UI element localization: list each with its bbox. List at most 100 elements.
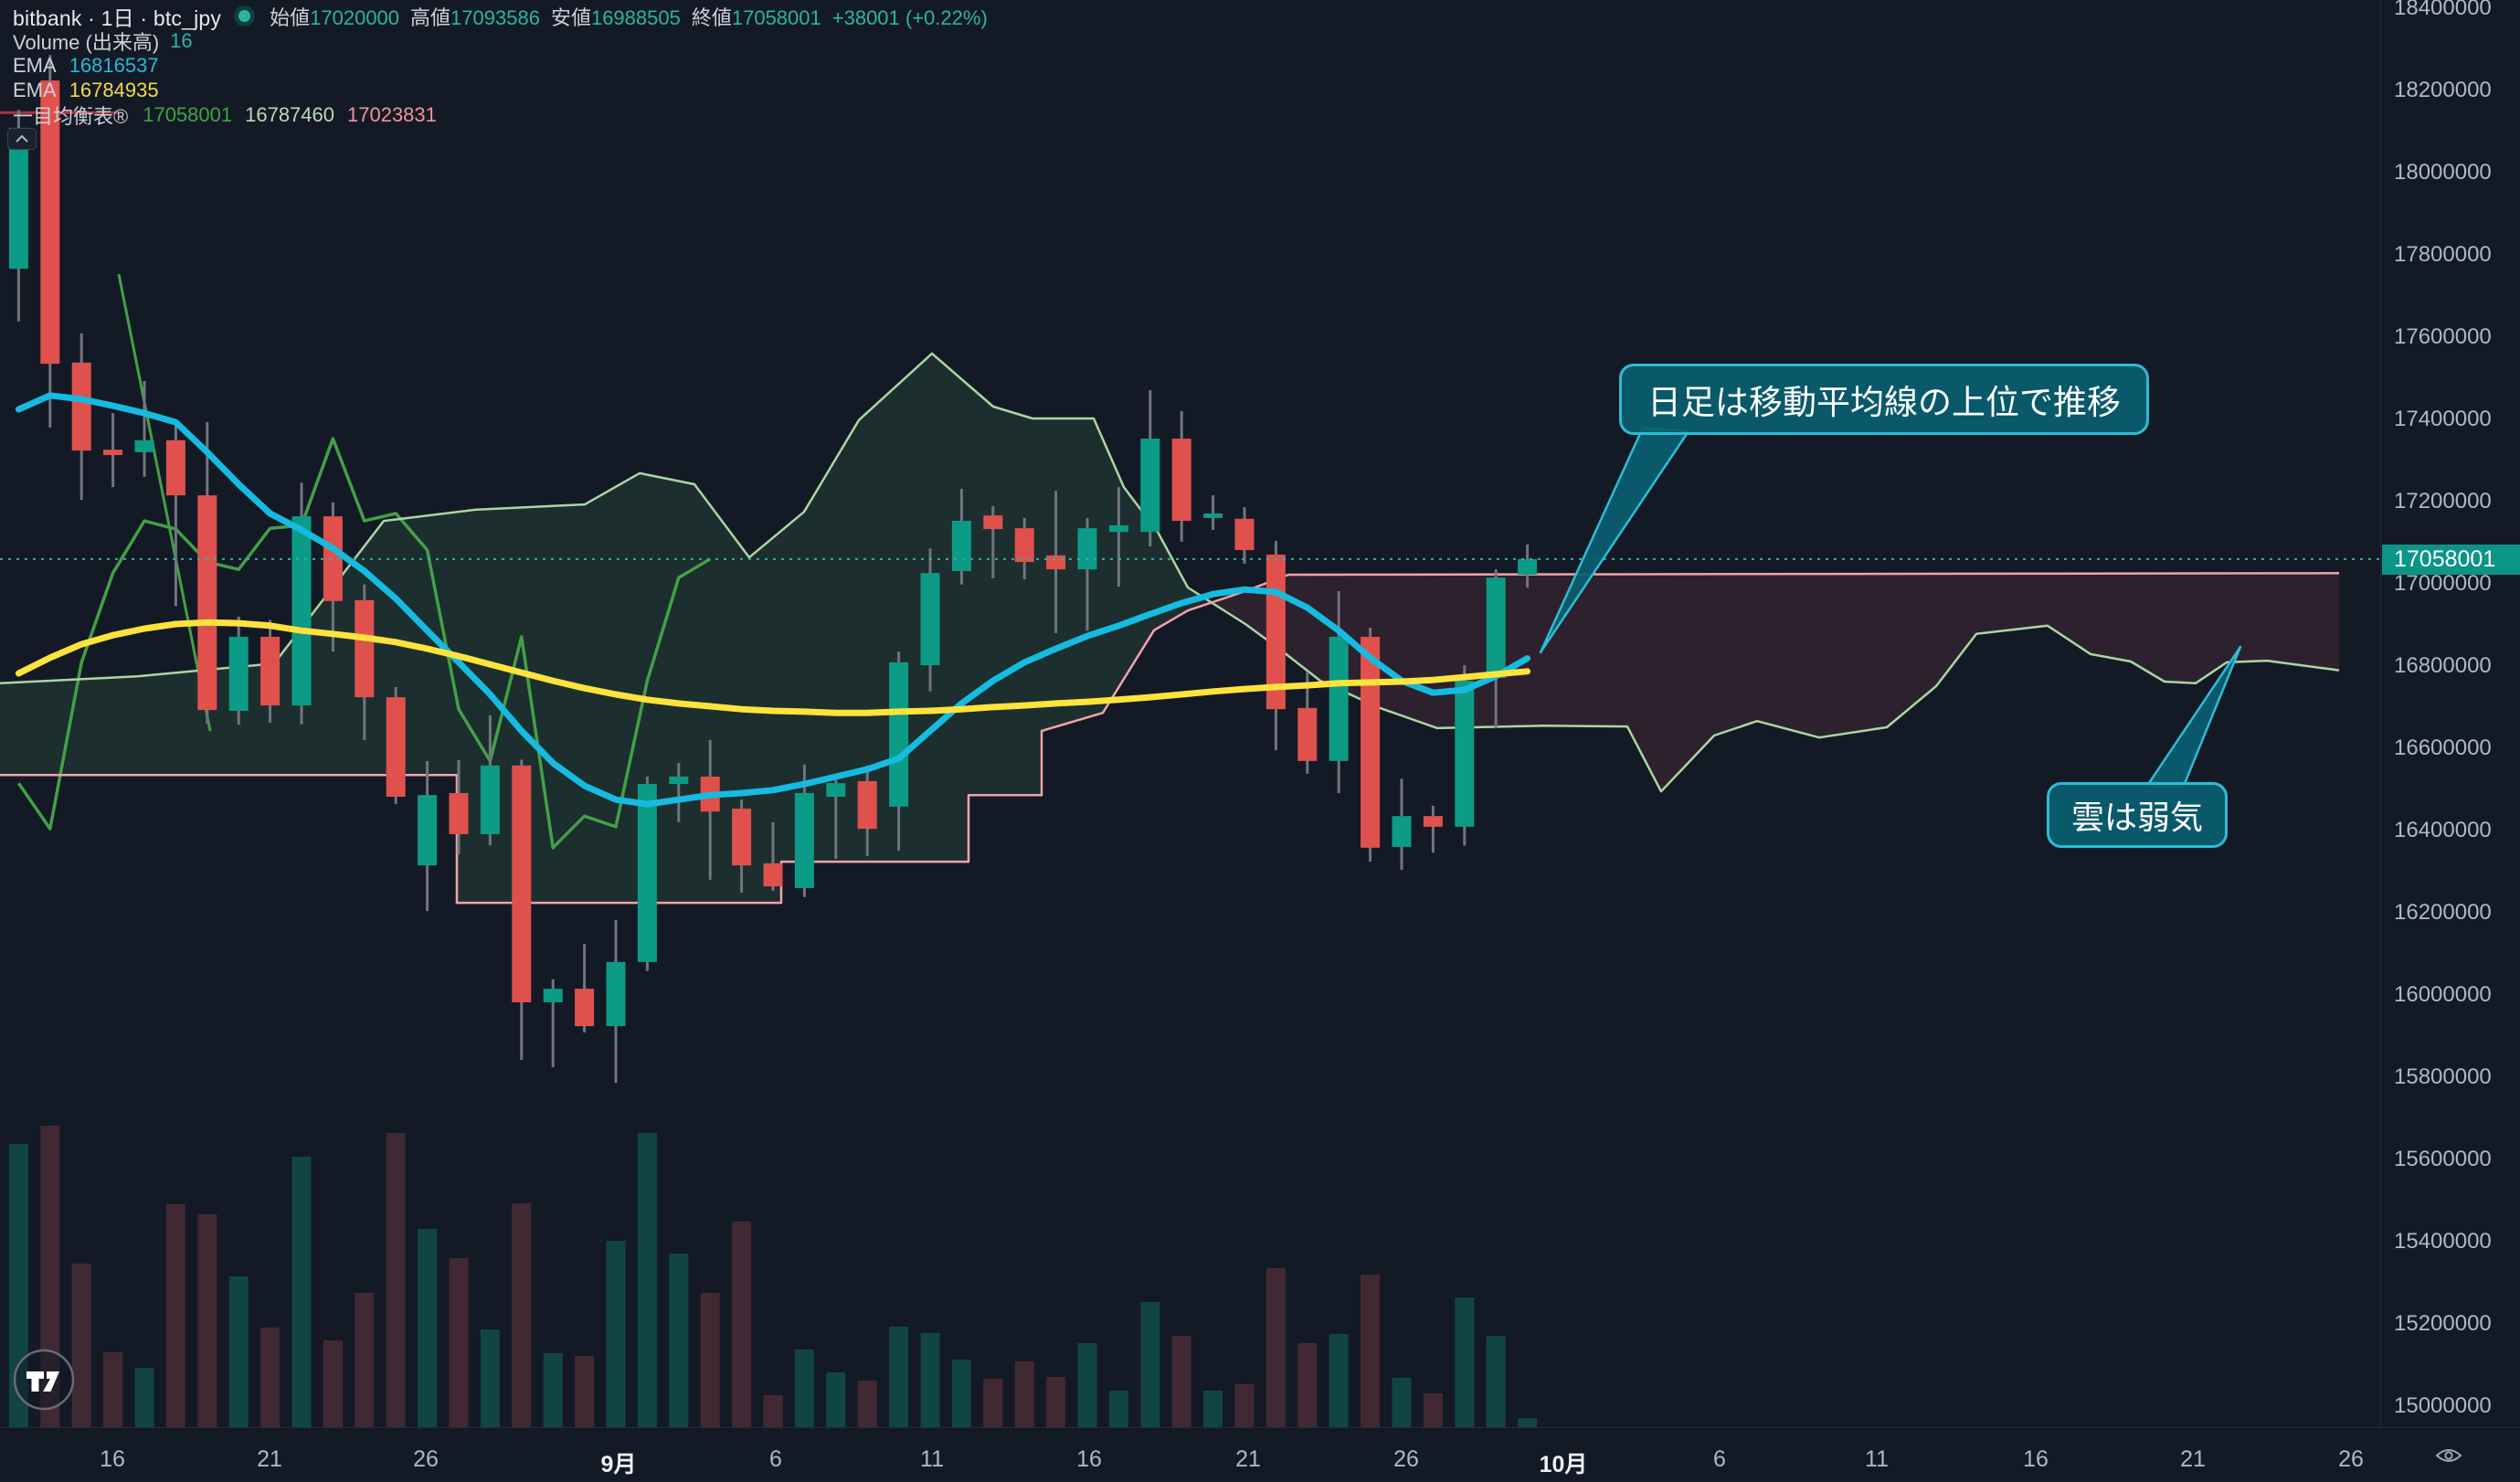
ohlc-values: 始値17020000 高値17093586 安値16988505 終値17058001… [270, 2, 988, 31]
ema-fast-value: 16816537 [69, 53, 159, 77]
time-axis-label: 16 [1076, 1446, 1102, 1472]
time-axis-label: 10月 [1539, 1452, 1588, 1477]
candle-body [543, 989, 563, 1003]
volume-bar [575, 1356, 595, 1427]
candle-body [794, 792, 814, 888]
price-axis-label: 18200000 [2394, 78, 2492, 102]
volume-bar [1361, 1275, 1381, 1427]
price-axis-label: 17200000 [2394, 489, 2492, 513]
volume-bar [512, 1203, 532, 1427]
candle-body [1455, 681, 1475, 827]
candle-body [1203, 513, 1223, 518]
price-axis-label: 16800000 [2394, 653, 2492, 678]
volume-bar [291, 1157, 312, 1427]
senkou-span-b-line [0, 572, 2340, 905]
volume-bar [1329, 1334, 1349, 1427]
candle-body [134, 439, 154, 452]
volume-bar [355, 1293, 375, 1427]
eye-icon[interactable] [2434, 1445, 2463, 1466]
ichimoku-value: 16787460 [245, 102, 334, 126]
chikou-span-line [16, 437, 712, 850]
price-axis-label: 15000000 [2394, 1393, 2492, 1418]
volume-bar [669, 1254, 689, 1427]
ema-fast-legend-row[interactable]: EMA 16816537 [13, 53, 988, 78]
volume-bar [826, 1372, 846, 1427]
tradingview-logo[interactable] [13, 1349, 75, 1411]
ichimoku-legend-row[interactable]: 一目均衡表® 17058001 16787460 17023831 [13, 102, 988, 128]
candle-body [165, 439, 185, 496]
time-axis[interactable]: 16 21 26 9月 6 11 16 21 26 10月 6 11 16 21 26 [0, 1427, 2520, 1482]
volume-bar [1423, 1393, 1443, 1427]
candle-body [606, 961, 626, 1027]
volume-bar [1297, 1343, 1318, 1427]
volume-bar [543, 1353, 563, 1427]
candle-body [1234, 518, 1255, 551]
ohlc-field-value: 17093586 [450, 5, 540, 29]
price-axis-label: 15200000 [2394, 1311, 2492, 1336]
time-axis-label: 11 [1865, 1446, 1889, 1472]
time-axis-label: 16 [2023, 1446, 2049, 1472]
market-status-dot [234, 5, 256, 26]
volume-bar [386, 1133, 406, 1427]
time-axis-label: 21 [1235, 1446, 1261, 1472]
price-axis-label: 16400000 [2394, 818, 2492, 842]
volume-bar [637, 1133, 657, 1427]
candle-body [951, 521, 971, 571]
ichimoku-value: 17058001 [143, 102, 233, 126]
price-axis-label: 17800000 [2394, 242, 2492, 267]
annotation-cloud-callout[interactable]: 雲は弱気 [2047, 782, 2229, 848]
time-axis-label: 16 [100, 1446, 125, 1472]
ema-slow-value: 16784935 [69, 78, 159, 101]
ohlc-field-label: 始値 [270, 5, 311, 29]
candle-body [449, 792, 469, 834]
volume-bar [1455, 1297, 1475, 1427]
volume-bar [228, 1276, 249, 1427]
volume-bar [794, 1350, 814, 1427]
candle-body [386, 697, 406, 798]
volume-bar [732, 1222, 752, 1427]
price-axis-label: 17400000 [2394, 407, 2492, 431]
volume-bar [1265, 1268, 1286, 1427]
ema-slow-legend-row[interactable]: EMA 16784935 [13, 78, 988, 102]
price-axis[interactable]: 17058001 18400000 18200000 18000000 1780000… [2380, 0, 2520, 1427]
price-axis-label: 17600000 [2394, 324, 2492, 349]
senkou-span-a-line [0, 352, 2340, 793]
symbol-title[interactable]: bitbank · 1日 · btc_jpy [13, 5, 222, 30]
volume-bar [857, 1381, 877, 1427]
time-axis-label: 21 [2180, 1446, 2206, 1472]
candle-body [1361, 636, 1381, 848]
volume-bar [763, 1395, 783, 1427]
price-axis-label: 15400000 [2394, 1229, 2492, 1254]
volume-bar [1392, 1378, 1412, 1427]
time-axis-label: 26 [413, 1446, 439, 1472]
ema-slow-line [15, 619, 1531, 716]
volume-bar [71, 1264, 91, 1427]
volume-legend-row[interactable]: Volume (出来高) 16 [13, 28, 988, 54]
candle-body [889, 662, 909, 807]
time-axis-label: 21 [257, 1446, 282, 1472]
candle-body [197, 495, 217, 711]
volume-bar [1171, 1336, 1191, 1427]
candle-body [103, 450, 123, 456]
volume-bar [1234, 1384, 1255, 1427]
candle-body [637, 784, 657, 962]
candle-body [1140, 439, 1160, 533]
candle-body [1014, 528, 1034, 563]
candle-body [71, 362, 91, 451]
candle-body [1077, 528, 1097, 570]
time-axis-label: 9月 [600, 1452, 637, 1477]
volume-bar [1014, 1361, 1034, 1427]
ichimoku-label: 一目均衡表® [13, 104, 129, 128]
volume-bar [1046, 1377, 1066, 1427]
candle-body [1486, 577, 1506, 678]
ohlc-field-value: 16988505 [590, 5, 681, 29]
current-price-label: 17058001 [2382, 544, 2520, 575]
volume-bar [889, 1327, 909, 1427]
volume-bar [606, 1241, 626, 1427]
annotation-ma-callout[interactable]: 日足は移動平均線の上位で推移 [1619, 364, 2149, 435]
legend-collapse-button[interactable] [7, 128, 37, 150]
volume-bar [449, 1258, 469, 1427]
volume-bar [1486, 1336, 1506, 1427]
